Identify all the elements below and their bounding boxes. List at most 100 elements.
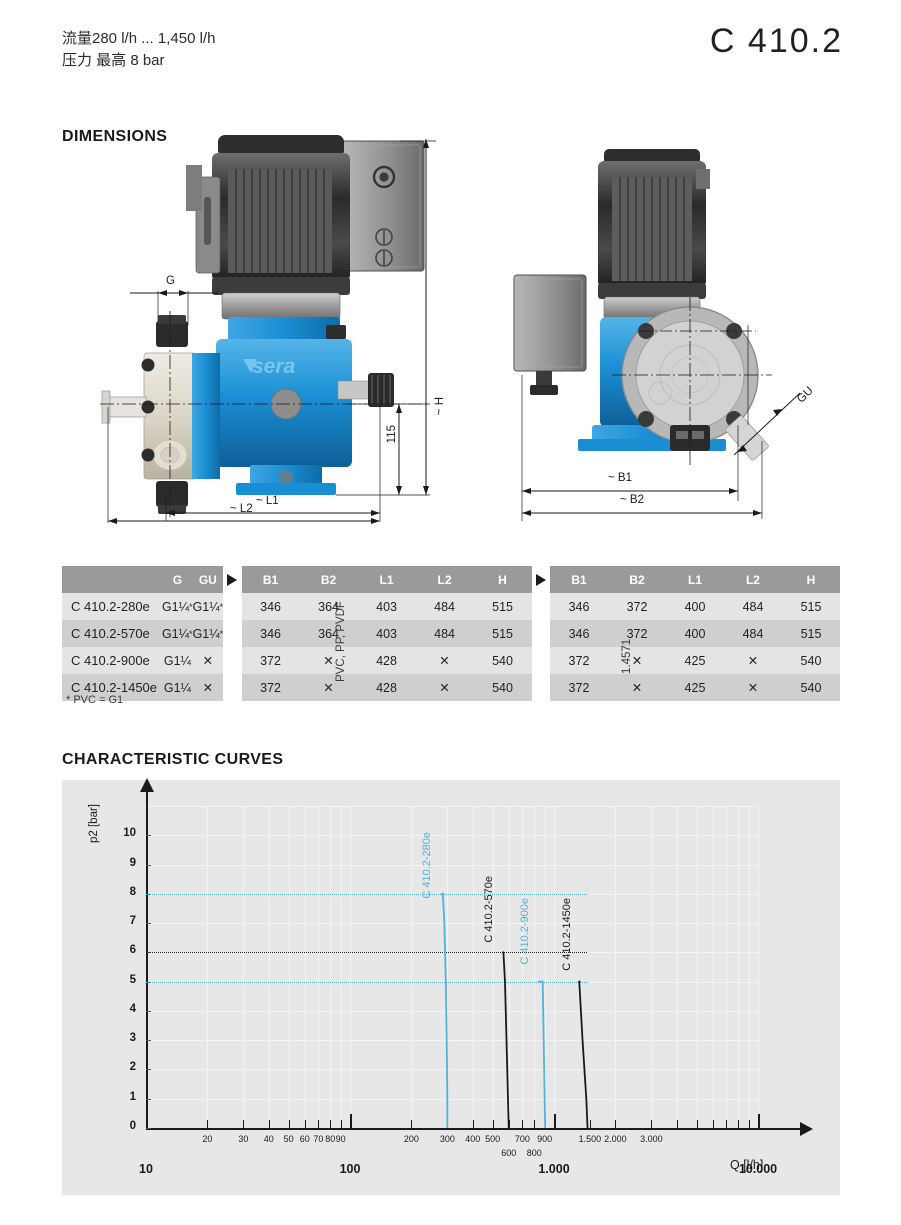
chart-gridline-v — [738, 806, 740, 1128]
cell-b1: 346 — [260, 626, 282, 641]
chart-x-tick-label: 20 — [202, 1134, 213, 1144]
gap-column — [531, 593, 550, 620]
chart-x-tick-label: 60 — [299, 1134, 310, 1144]
chart-gridline-v — [615, 806, 617, 1128]
row-g: G1¼ * — [162, 620, 193, 647]
table-row: C 410.2-1450e G1¼ ✕ 372 ✕ 428 ✕ 540 372 … — [62, 674, 840, 701]
chart-y-tick-mark — [146, 923, 151, 925]
svg-text:sera: sera — [252, 355, 296, 378]
chart-y-tick-label: 3 — [129, 1032, 136, 1045]
row-gu: ✕ — [193, 647, 223, 674]
chart-x-tick-label-major: 1.000 — [538, 1162, 570, 1176]
cell-b2: 364 — [318, 626, 340, 641]
chart-x-tick-mark-major — [146, 1114, 148, 1128]
chart-plot-area: 0 1 2 3 4 5 6 7 8 9 10 20 30 40 50 60 70 80 90 200 300 400 500… — [62, 778, 840, 1195]
row-gu: G1¼ * — [193, 620, 224, 647]
row-g-value: G1¼ — [161, 626, 190, 641]
chart-y-tick-label: 10 — [123, 827, 136, 840]
row-gu-value: ✕ — [202, 654, 214, 668]
row-model: C 410.2-1450e — [71, 680, 158, 695]
cell-l2: ✕ — [439, 654, 450, 668]
row-model: C 410.2-570e — [71, 626, 150, 641]
chart-y-tick-label: 0 — [129, 1120, 136, 1132]
cell-h: 515 — [800, 599, 822, 614]
chart-x-tick-mark — [522, 1120, 524, 1128]
chart-reference-line — [146, 981, 587, 983]
y-axis-arrow — [140, 778, 154, 792]
cell-l2: 484 — [742, 626, 764, 641]
pump-drawing-front-view: ~ B1 ~ B2 GU — [500, 125, 840, 525]
chart-gridline-h — [146, 1010, 758, 1012]
row-group-pvc: 346 364 403 484 515 — [242, 593, 532, 620]
chart-gridline-v — [268, 806, 270, 1128]
gap-column — [223, 647, 242, 674]
chart-x-tick-mark — [207, 1120, 209, 1128]
chart-x-tick-label: 40 — [263, 1134, 274, 1144]
chart-y-tick-label: 4 — [129, 1002, 136, 1015]
spec-flow: 流量280 l/h ... 1,450 l/h — [62, 30, 216, 47]
cell-b1: 372 — [568, 680, 590, 695]
chart-y-tick-label: 7 — [129, 915, 136, 928]
group-label-pvc: PVC, PP, PVDF — [335, 601, 347, 682]
row-g-value: G1¼ — [163, 653, 191, 668]
header-group-pvc: B1 B2 L1 L2 H — [242, 566, 532, 593]
pump-side-view-svg: sera — [100, 135, 436, 524]
section-title-dimensions: DIMENSIONS — [62, 128, 168, 145]
cell-h: 540 — [800, 653, 822, 668]
header-g: G — [172, 572, 183, 587]
cell-l2: ✕ — [747, 654, 759, 668]
cell-h: 540 — [492, 680, 513, 695]
chart-y-tick-label: 8 — [129, 885, 136, 898]
cell-b2: 372 — [626, 599, 648, 614]
dimensions-table: G GU B1 B2 L1 L2 H B1 B2 L1 L2 H — [62, 566, 840, 701]
cell-h: 515 — [492, 626, 514, 641]
chart-x-tick-mark — [268, 1120, 270, 1128]
gap-column — [531, 647, 550, 674]
cell-h: 540 — [492, 653, 513, 668]
chart-y-tick-mark — [146, 1128, 151, 1129]
chart-x-tick-mark — [651, 1120, 653, 1128]
dim-label-b2: ~ B2 — [620, 494, 644, 506]
chart-gridline-v — [492, 806, 494, 1128]
cell-b1: 346 — [568, 599, 590, 614]
pump-drawing-side-view: sera — [100, 125, 485, 525]
chart-x-tick-label: 800 — [526, 1148, 542, 1158]
page-title: C 410.2 — [709, 22, 843, 60]
row-gu-value: ✕ — [202, 681, 214, 695]
table-row: C 410.2-900e G1¼ ✕ 372 ✕ 428 ✕ 540 372 ✕… — [62, 647, 840, 674]
chart-y-axis — [146, 790, 148, 1128]
gap-column — [223, 593, 242, 620]
cell-l1: 400 — [684, 599, 706, 614]
dim-label-h: ~ H — [434, 397, 446, 416]
chart-reference-line — [146, 952, 587, 954]
chart-x-tick-label: 600 — [501, 1148, 517, 1158]
cell-b1: 372 — [260, 680, 281, 695]
dim-label-l1: ~ L1 — [256, 495, 279, 507]
chart-gridline-v — [411, 806, 413, 1128]
cell-l2: 484 — [742, 599, 764, 614]
chart-x-tick-mark — [447, 1120, 449, 1128]
row-gu: G1¼ * — [193, 593, 224, 620]
chart-curves — [440, 892, 589, 1129]
chart-x-tick-mark — [712, 1120, 714, 1128]
chart-x-tick-mark — [318, 1120, 320, 1128]
curve-label-C-410-2-570e: C 410.2-570e — [482, 876, 495, 943]
chart-gridline-v — [522, 806, 524, 1128]
chart-y-tick-mark — [146, 1010, 151, 1012]
cell-b2: 364 — [318, 599, 340, 614]
x-axis-arrow — [800, 1122, 813, 1136]
row-group-steel: 372 ✕ 425 ✕ 540 — [550, 674, 840, 701]
cell-l2: ✕ — [439, 681, 450, 695]
chart-x-tick-label-major: 10.000 — [738, 1162, 778, 1176]
cell-l1: 403 — [376, 599, 398, 614]
chart-x-tick-label: 50 — [283, 1134, 294, 1144]
chart-x-tick-mark — [492, 1120, 494, 1128]
row-gu-asterisk: * — [219, 628, 224, 639]
chart-x-tick-mark-major — [758, 1114, 760, 1128]
cell-b1: 372 — [568, 653, 590, 668]
chart-gridline-h — [146, 835, 758, 837]
cell-l1: 425 — [684, 653, 706, 668]
chart-gridline-v — [508, 806, 510, 1128]
header-mid-l2: L2 — [437, 572, 452, 587]
header-group-steel: B1 B2 L1 L2 H — [550, 566, 840, 593]
